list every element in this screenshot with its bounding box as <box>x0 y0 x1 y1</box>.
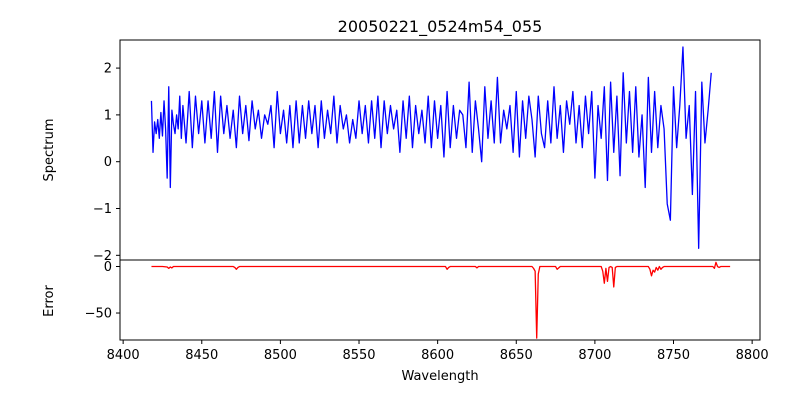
x-tick-label: 8600 <box>421 348 454 363</box>
x-tick-label: 8550 <box>342 348 375 363</box>
x-tick-label: 8700 <box>578 348 611 363</box>
x-tick-label: 8650 <box>500 348 533 363</box>
spectrum-series-line <box>150 46 712 249</box>
x-axis-label: Wavelength <box>401 369 478 384</box>
error-axes-frame <box>119 259 761 341</box>
x-tick-label: 8450 <box>185 348 218 363</box>
spectrum-y-tick-label: −2 <box>93 249 112 264</box>
spectrum-y-axis-label: Spectrum <box>42 119 57 182</box>
error-y-axis: −50 0 <box>85 260 120 322</box>
x-tick-label: 8800 <box>736 348 769 363</box>
spectrum-panel: −2 −1 0 1 2 Spectrum <box>42 39 761 264</box>
error-line-layer <box>151 261 731 339</box>
x-tick-label: 8500 <box>264 348 297 363</box>
error-y-axis-label: Error <box>42 285 57 317</box>
error-series-line <box>151 261 731 339</box>
spectrum-y-tick-label: 2 <box>104 62 112 77</box>
spectrum-line-layer <box>150 46 712 249</box>
chart-title: 20050221_0524m54_055 <box>338 17 543 37</box>
error-y-tick-label: −50 <box>85 307 112 322</box>
x-tick-label: 8400 <box>107 348 140 363</box>
error-panel: −50 0 8400 8450 8500 8550 8600 8650 8700 8750 880… <box>42 259 769 384</box>
spectrum-y-tick-label: −1 <box>93 202 112 217</box>
x-axis: 8400 8450 8500 8550 8600 8650 8700 8750 8800 <box>107 340 769 363</box>
spectrum-y-tick-label: 1 <box>104 108 112 123</box>
spectrum-y-tick-label: 0 <box>104 155 112 170</box>
spectrum-y-axis: −2 −1 0 1 2 <box>93 62 120 264</box>
error-y-tick-label: 0 <box>104 260 112 275</box>
x-tick-label: 8750 <box>657 348 690 363</box>
